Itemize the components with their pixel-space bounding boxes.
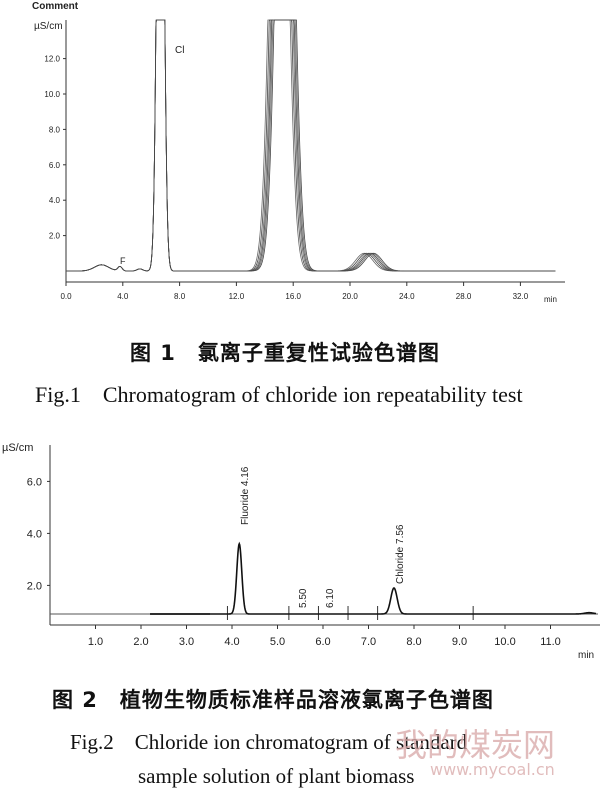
fig2-peak-label-chloride: Chloride 7.56 bbox=[395, 524, 406, 584]
fig2-ytick-label: 6.0 bbox=[27, 476, 42, 488]
fig1-xtick-label: 16.0 bbox=[285, 292, 301, 301]
fig1-trace bbox=[66, 19, 556, 272]
fig1-xtick-label: 32.0 bbox=[513, 292, 529, 301]
fig2-xtick-label: 9.0 bbox=[452, 636, 467, 648]
fig1-x-unit: min bbox=[544, 295, 557, 304]
figure2-chromatogram: 2.0 4.0 6.0 1.0 2.0 3.0 4.0 5.0 6.0 7.0 8.0 9.0 10.… bbox=[27, 445, 600, 661]
watermark-url: www.mycoal.cn bbox=[430, 760, 555, 779]
fig2-xtick-label: 5.0 bbox=[270, 636, 285, 648]
fig1-xtick-label: 0.0 bbox=[60, 292, 72, 301]
figure1-caption-en: Fig.1 Chromatogram of chloride ion repea… bbox=[35, 382, 523, 407]
fig2-xtick-label: 11.0 bbox=[540, 636, 561, 648]
fig1-xtick-label: 12.0 bbox=[229, 292, 245, 301]
fig2-trace bbox=[150, 541, 597, 615]
fig2-xtick-label: 3.0 bbox=[179, 636, 194, 648]
fig1-xtick-label: 28.0 bbox=[456, 292, 472, 301]
fig2-xtick-label: 10.0 bbox=[494, 636, 515, 648]
fig2-xtick-label: 6.0 bbox=[315, 636, 330, 648]
fig1-peak-label-cl: Cl bbox=[175, 45, 184, 56]
fig1-ytick-label: 2.0 bbox=[49, 232, 61, 241]
fig1-trace bbox=[66, 19, 556, 272]
fig1-ytick-label: 4.0 bbox=[49, 196, 61, 205]
fig1-ytick-label: 6.0 bbox=[49, 161, 61, 170]
figure2-caption-en-line2: sample solution of plant biomass bbox=[138, 764, 415, 788]
watermark-brand: 我的煤炭网 bbox=[395, 726, 556, 764]
figure2-y-unit: µS/cm bbox=[2, 442, 34, 454]
figure1-header: Comment bbox=[32, 1, 79, 12]
fig1-xtick-label: 24.0 bbox=[399, 292, 415, 301]
fig2-ytick-label: 4.0 bbox=[27, 528, 42, 540]
figure1-chromatogram: 2.0 4.0 6.0 8.0 10.0 12.0 0.0 4.0 8.0 12.0 16.0 20… bbox=[44, 19, 565, 304]
fig2-ytick-label: 2.0 bbox=[27, 580, 42, 592]
fig2-x-unit: min bbox=[578, 650, 594, 661]
fig2-peak-label-fluoride: Fluoride 4.16 bbox=[240, 466, 251, 525]
fig1-ytick-label: 8.0 bbox=[49, 125, 61, 134]
fig2-xtick-label: 4.0 bbox=[224, 636, 239, 648]
fig1-trace bbox=[66, 19, 556, 272]
figure2-caption-en-line1: Fig.2 Chloride ion chromatogram of stand… bbox=[70, 730, 468, 754]
figure1-caption-cn: 图 1 氯离子重复性试验色谱图 bbox=[130, 341, 440, 365]
fig2-peak-label-610: 6.10 bbox=[325, 588, 336, 608]
fig2-xtick-label: 8.0 bbox=[406, 636, 421, 648]
fig1-xtick-label: 4.0 bbox=[117, 292, 129, 301]
fig2-xtick-label: 1.0 bbox=[88, 636, 103, 648]
fig1-trace bbox=[66, 19, 556, 272]
fig1-ytick-label: 10.0 bbox=[44, 90, 60, 99]
fig2-xtick-label: 7.0 bbox=[361, 636, 376, 648]
fig1-xtick-label: 8.0 bbox=[174, 292, 186, 301]
figure2-caption-cn: 图 2 植物生物质标准样品溶液氯离子色谱图 bbox=[52, 688, 494, 712]
figure1-y-unit: µS/cm bbox=[34, 21, 63, 32]
fig1-ytick-label: 12.0 bbox=[44, 55, 60, 64]
fig1-trace bbox=[66, 19, 556, 272]
fig1-peak-label-f: F bbox=[120, 256, 126, 266]
fig1-xtick-label: 20.0 bbox=[342, 292, 358, 301]
fig2-xtick-label: 2.0 bbox=[133, 636, 148, 648]
fig2-peak-label-550: 5.50 bbox=[298, 588, 309, 608]
fig1-trace bbox=[66, 19, 556, 272]
